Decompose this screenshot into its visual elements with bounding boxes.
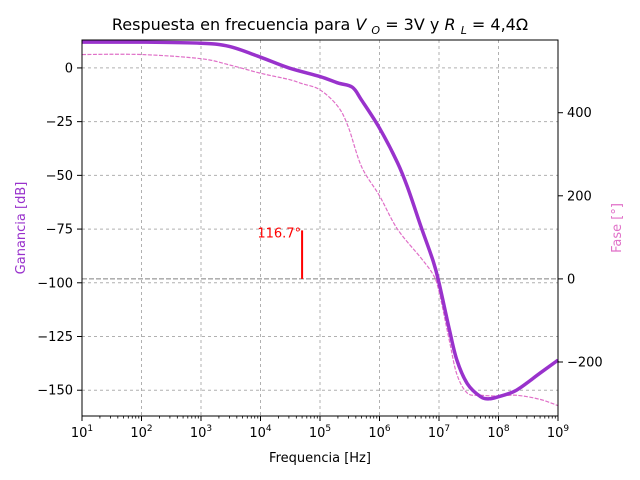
x-tick-label: 103 [190,424,212,441]
title-joiner: y [430,15,445,34]
title-r-symbol: R [444,15,455,34]
grid [81,40,559,416]
y-right-axis-ticks: 400 200 0 −200 [558,106,603,370]
y-left-tick-label: −50 [46,169,73,184]
phase-series-line [81,53,559,407]
title-v-symbol: V [355,15,367,34]
y-left-axis-title: Ganancia [dB] [14,182,29,275]
x-tick-label: 102 [130,424,152,441]
x-tick-label: 101 [71,424,93,441]
y-right-tick-label: −200 [567,355,603,370]
y-left-tick-label: −125 [37,330,73,345]
y-right-tick-label: 200 [567,189,592,204]
chart-title: Respuesta en frecuencia para V O = 3V y … [112,15,528,38]
x-tick-label: 104 [249,424,272,441]
y-right-tick-label: 400 [567,106,592,121]
x-axis-ticks: 101 102 103 104 105 106 107 108 109 [71,416,570,441]
x-tick-label: 106 [368,424,391,441]
y-left-tick-label: −75 [46,223,73,238]
title-v-sub: O [371,24,380,37]
title-r-sub: L [461,24,467,37]
x-tick-label: 109 [547,424,570,441]
y-left-tick-label: −150 [37,384,73,399]
title-prefix: Respuesta en frecuencia para [112,15,355,34]
x-tick-label: 105 [309,424,331,441]
x-tick-label: 108 [487,424,510,441]
y-left-tick-label: 0 [65,61,73,76]
title-r-value: = 4,4Ω [472,15,528,34]
y-left-tick-label: −100 [37,276,73,291]
x-tick-label: 107 [428,424,450,441]
gain-series-line [81,40,560,401]
title-v-value: = 3V [385,15,425,34]
x-axis-title: Frequencia [Hz] [269,451,371,466]
y-left-tick-label: −25 [46,115,73,130]
annotation-group: 116.7° [257,226,304,279]
y-right-tick-label: 0 [567,272,575,287]
y-left-axis-ticks: 0 −25 −50 −75 −100 −125 −150 [37,61,82,399]
y-right-axis-title: Fase [°] [610,203,625,253]
phase-margin-label: 116.7° [257,226,301,241]
series-group [81,40,560,407]
